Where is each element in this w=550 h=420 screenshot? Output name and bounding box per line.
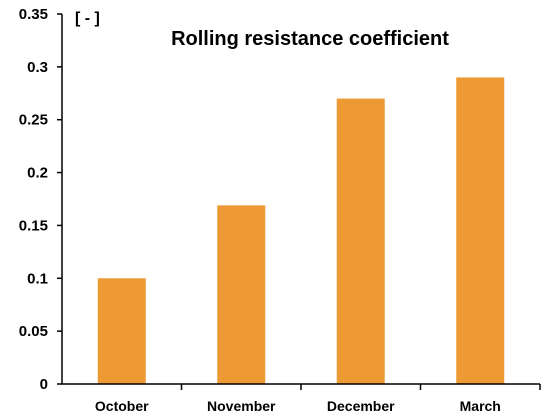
- x-category-label: March: [460, 398, 501, 414]
- bar: [97, 278, 146, 384]
- chart-title: Rolling resistance coefficient: [171, 28, 449, 50]
- y-tick-label: 0.2: [27, 165, 48, 182]
- y-tick-label: 0.35: [19, 6, 48, 23]
- x-category-label: October: [95, 398, 149, 414]
- y-tick-label: 0.05: [19, 323, 48, 340]
- y-tick-label: 0.1: [27, 270, 48, 287]
- axes-layer: [57, 13, 541, 390]
- bars-layer: [97, 77, 505, 385]
- bar: [456, 77, 505, 384]
- labels-layer: 0 0.05 0.1 0.15 0.2 0.25 0.3 0.35 October Novembe…: [19, 6, 501, 414]
- bar: [217, 205, 266, 384]
- y-tick-label: 0: [40, 376, 48, 393]
- x-category-label: November: [207, 398, 276, 414]
- y-tick-label: 0.3: [27, 59, 48, 76]
- y-tick-label: 0.15: [19, 217, 48, 234]
- x-category-label: December: [327, 398, 395, 414]
- y-tick-label: 0.25: [19, 112, 48, 129]
- y-axis-unit-label: [ - ]: [75, 10, 100, 27]
- bar: [336, 98, 385, 385]
